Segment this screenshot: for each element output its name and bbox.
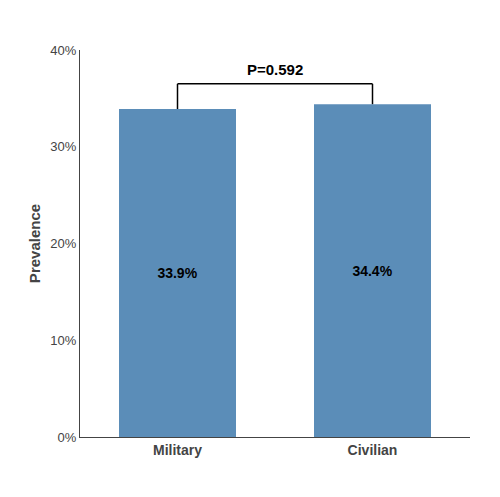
svg-text:P=0.592: P=0.592	[247, 61, 303, 78]
svg-text:34.4%: 34.4%	[352, 263, 392, 279]
svg-text:30%: 30%	[50, 139, 76, 154]
svg-text:Military: Military	[153, 442, 202, 458]
svg-text:10%: 10%	[50, 333, 76, 348]
svg-text:Prevalence: Prevalence	[26, 204, 43, 283]
svg-text:20%: 20%	[50, 236, 76, 251]
svg-text:Civilian: Civilian	[348, 442, 398, 458]
svg-text:0%: 0%	[58, 430, 77, 445]
svg-text:33.9%: 33.9%	[157, 265, 197, 281]
svg-text:40%: 40%	[50, 43, 76, 58]
